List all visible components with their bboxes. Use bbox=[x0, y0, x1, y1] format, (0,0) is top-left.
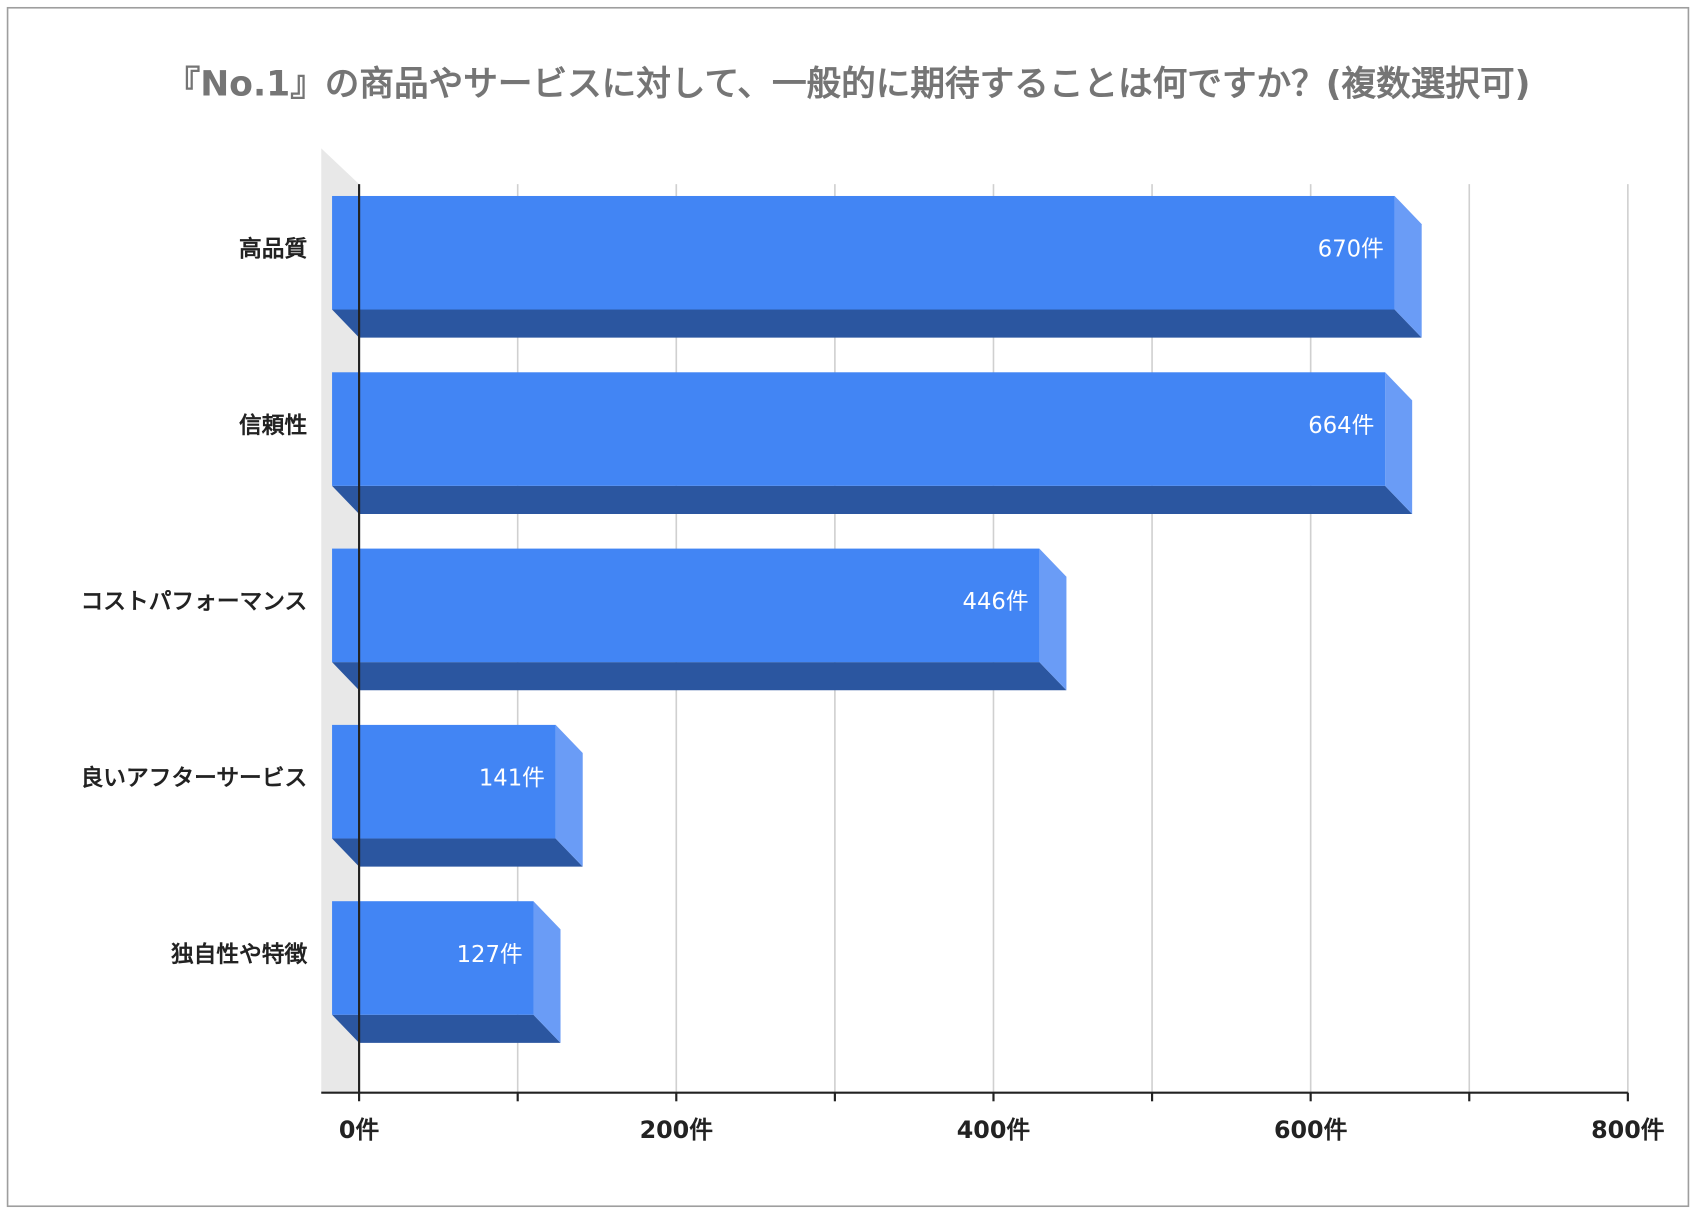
bar-side bbox=[555, 724, 583, 867]
bar-bottom bbox=[332, 662, 1067, 691]
bar-side bbox=[1039, 548, 1067, 691]
y-tick-label: 独自性や特徴 bbox=[171, 941, 308, 968]
bar-side bbox=[1394, 195, 1422, 338]
bar-bottom bbox=[332, 309, 1422, 338]
value-label: 664件 bbox=[1308, 413, 1374, 439]
value-label: 127件 bbox=[457, 942, 523, 968]
bar-bottom bbox=[332, 1014, 561, 1043]
y-tick-label: 良いアフターサービス bbox=[81, 764, 308, 791]
y-tick-label: 高品質 bbox=[239, 236, 307, 263]
x-tick-label: 200件 bbox=[640, 1116, 714, 1144]
value-label: 446件 bbox=[963, 589, 1029, 615]
bar bbox=[332, 372, 1386, 486]
bar-bottom bbox=[332, 485, 1413, 514]
bar bbox=[332, 724, 556, 839]
x-tick-label: 400件 bbox=[957, 1116, 1031, 1144]
bar bbox=[332, 901, 534, 1015]
bar-side bbox=[1385, 372, 1413, 514]
bar bbox=[332, 548, 1040, 663]
x-tick-label: 0件 bbox=[339, 1116, 380, 1144]
bar-side bbox=[533, 901, 561, 1043]
x-tick-label: 800件 bbox=[1591, 1116, 1665, 1144]
y-tick-label: 信頼性 bbox=[239, 412, 307, 439]
bar bbox=[332, 195, 1395, 310]
value-label: 670件 bbox=[1318, 237, 1384, 263]
value-label: 141件 bbox=[479, 765, 545, 791]
x-tick-label: 600件 bbox=[1274, 1116, 1348, 1144]
chart-title: 『No.1』の商品やサービスに対して、一般的に期待することは何ですか？(複数選択… bbox=[166, 65, 1531, 105]
bar-bottom bbox=[332, 838, 583, 867]
y-tick-label: コストパフォーマンス bbox=[81, 589, 308, 615]
